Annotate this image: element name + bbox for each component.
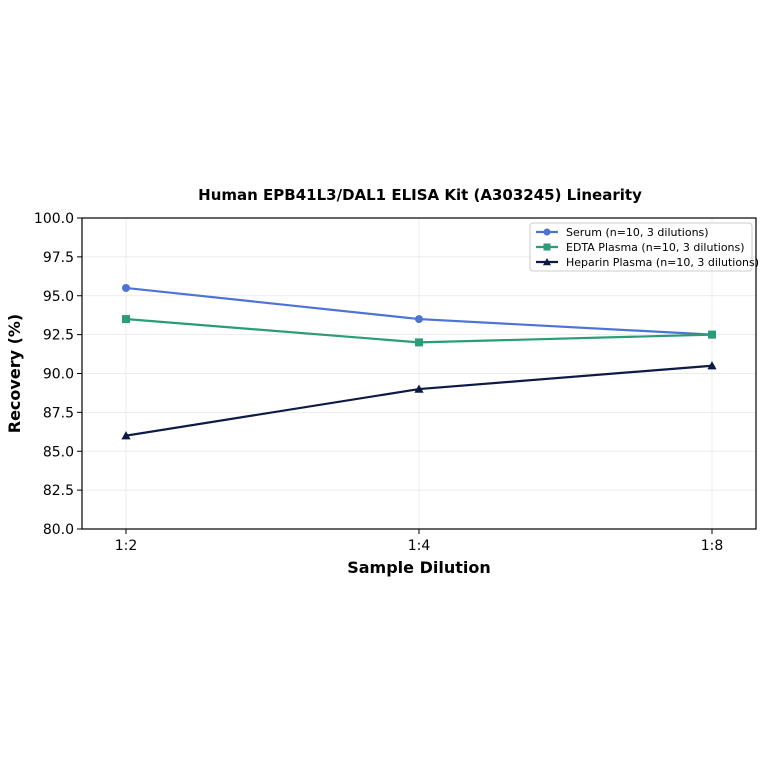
y-tick-label: 87.5 [43, 405, 74, 421]
y-tick-label: 85.0 [43, 444, 74, 460]
legend-marker [543, 228, 551, 236]
data-point [414, 384, 424, 393]
legend-item: Heparin Plasma (n=10, 3 dilutions) [536, 256, 759, 269]
legend-item: Serum (n=10, 3 dilutions) [536, 226, 709, 239]
chart-title: Human EPB41L3/DAL1 ELISA Kit (A303245) L… [198, 186, 642, 204]
series-3 [121, 361, 717, 440]
y-axis-ticks: 80.0 82.5 85.0 87.5 90.0 92.5 95.0 97.5 100.0 [34, 211, 82, 538]
data-point [121, 431, 131, 440]
legend-marker [542, 257, 552, 266]
x-axis-label: Sample Dilution [347, 558, 491, 577]
y-tick-label: 90.0 [43, 367, 74, 383]
legend-label: Heparin Plasma (n=10, 3 dilutions) [566, 256, 759, 269]
y-tick-label: 95.0 [43, 289, 74, 305]
legend-marker [543, 243, 551, 251]
legend: Serum (n=10, 3 dilutions) EDTA Plasma (n=… [529, 222, 759, 272]
legend-box [529, 222, 753, 272]
series-layer [121, 283, 717, 440]
x-tick-label: 1:4 [408, 538, 431, 554]
legend-label: Serum (n=10, 3 dilutions) [566, 226, 709, 239]
y-tick-label: 92.5 [43, 328, 74, 344]
data-point [415, 338, 423, 347]
data-point [415, 315, 423, 324]
data-point [707, 361, 717, 370]
legend-item: EDTA Plasma (n=10, 3 dilutions) [536, 241, 745, 254]
legend-label: EDTA Plasma (n=10, 3 dilutions) [566, 241, 745, 254]
y-axis-label: Recovery (%) [5, 314, 24, 433]
x-tick-label: 1:2 [115, 538, 138, 554]
data-point [708, 330, 716, 339]
x-axis-ticks: 1:2 1:4 1:8 [115, 529, 724, 554]
y-tick-label: 80.0 [43, 522, 74, 538]
data-point [122, 283, 130, 292]
data-point [122, 315, 130, 324]
series-2 [122, 315, 716, 347]
y-tick-label: 97.5 [43, 250, 74, 266]
y-tick-label: 82.5 [43, 483, 74, 499]
y-tick-label: 100.0 [34, 211, 74, 227]
x-tick-label: 1:8 [701, 538, 724, 554]
